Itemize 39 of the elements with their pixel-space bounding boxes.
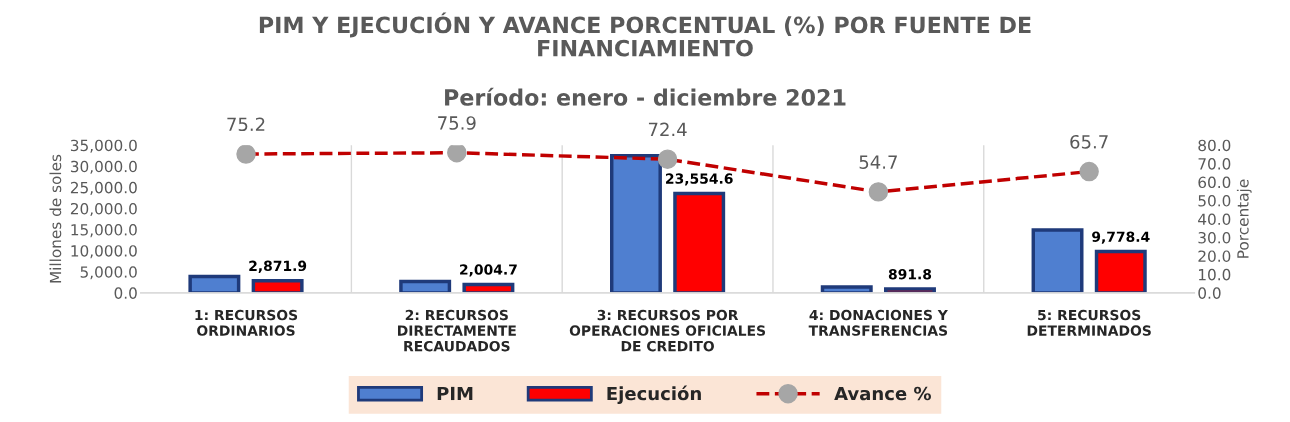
data-label: 65.7 [1070, 134, 1108, 149]
y-axis-title: Millones de soles [49, 154, 62, 283]
y-tick-label: 15,000.0 [71, 224, 137, 238]
y-tick-label: 20,000.0 [70, 202, 137, 217]
y2-tick-label: 0.0 [1198, 287, 1221, 299]
y2-tick-label: 40.0 [1198, 213, 1231, 226]
chart-title: PIM Y EJECUCIÓN Y AVANCE PORCENTUAL (%) POR FUENTE DE FINANCIAMIENTO [259, 12, 1031, 57]
legend-label: Ejecución [607, 385, 701, 404]
y2-tick-label: 80.0 [1198, 139, 1231, 152]
y2-tick-label: 30.0 [1198, 231, 1231, 244]
y-tick-label: 30,000.0 [70, 160, 137, 174]
data-label: 75.9 [438, 116, 476, 130]
y2-tick-label: 50.0 [1198, 195, 1231, 207]
x-tick-label: 1: RECURSOS ORDINARIOS [195, 309, 298, 336]
y2-tick-label: 20.0 [1198, 250, 1231, 262]
y2-axis-title: Porcentaje [1236, 179, 1252, 258]
legend-label: Avance % [834, 386, 931, 401]
data-label: 54.7 [859, 155, 897, 169]
data-label: 2,004.7 [460, 264, 517, 277]
y-tick-label: 10,000.0 [71, 245, 137, 259]
data-label: 23,554.6 [666, 173, 733, 186]
y-tick-label: 0.0 [114, 287, 137, 299]
chart-subtitle: Período: enero - diciembre 2021 [445, 87, 846, 106]
y-tick-label: 25,000.0 [70, 181, 137, 195]
data-label: 2,871.9 [249, 260, 307, 273]
x-tick-label: 5: RECURSOS DETERMINADOS [1027, 309, 1151, 336]
data-label: 891.8 [888, 268, 932, 280]
y2-tick-label: 10.0 [1199, 268, 1231, 281]
data-label: 75.2 [227, 117, 265, 132]
data-label: 9,778.4 [1092, 231, 1150, 244]
y2-tick-label: 70.0 [1198, 158, 1231, 170]
y-tick-label: 5,000.0 [80, 266, 137, 280]
x-tick-label: 2: RECURSOS DIRECTAMENTE RECAUDADOS [398, 309, 516, 352]
data-label: 72.4 [648, 122, 687, 136]
x-tick-label: 4: DONACIONES Y TRANSFERENCIAS [808, 309, 948, 336]
legend-label: PIM [437, 386, 473, 401]
x-tick-label: 3: RECURSOS POR OPERACIONES OFICIALES DE CREDITO [569, 309, 766, 352]
y-tick-label: 35,000.0 [70, 139, 137, 153]
y2-tick-label: 60.0 [1198, 176, 1231, 189]
